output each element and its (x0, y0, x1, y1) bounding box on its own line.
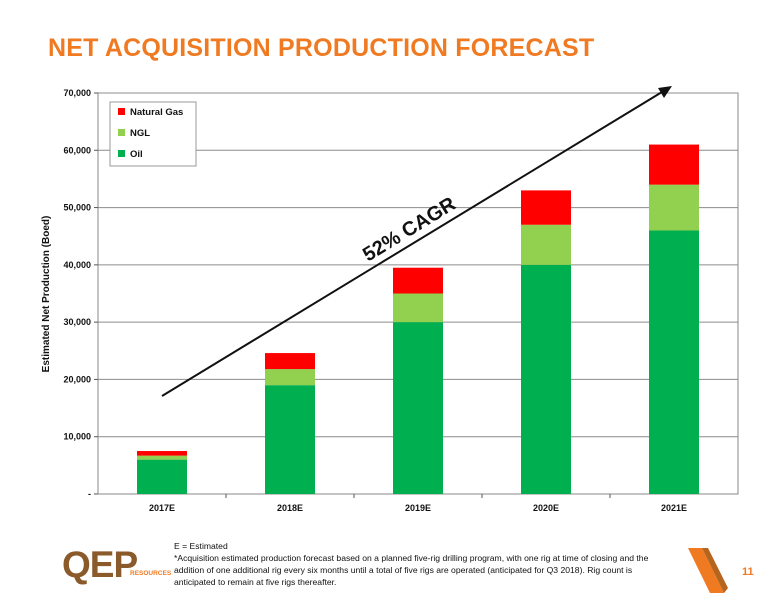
x-tick-label: 2018E (277, 503, 303, 513)
bars-layer (137, 144, 699, 494)
bar-oil (137, 459, 187, 494)
axis-layer: - 10,000 20,000 30,000 40,000 50,000 60,000 70,… (63, 88, 687, 513)
bar-ngl (265, 369, 315, 386)
legend-swatch (118, 150, 125, 157)
bar-ngl (649, 184, 699, 231)
y-tick-label: 70,000 (63, 88, 91, 98)
y-axis-label: Estimated Net Production (Boed) (41, 216, 52, 373)
y-tick-label: 40,000 (63, 260, 91, 270)
footnotes: E = Estimated *Acquisition estimated pro… (174, 540, 674, 588)
page-number: 11 (742, 566, 754, 578)
bar-oil (521, 264, 571, 494)
cagr-arrow-line (161, 91, 663, 397)
x-tick-label: 2020E (533, 503, 559, 513)
x-tick-label: 2021E (661, 503, 687, 513)
bar-ngl (393, 293, 443, 323)
bar-natural-gas (521, 190, 571, 225)
footnote-estimated: E = Estimated (174, 541, 228, 551)
legend-swatch (118, 129, 125, 136)
bar-natural-gas (393, 267, 443, 294)
bar-ngl (521, 224, 571, 265)
logo-subtitle: RESOURCES (130, 570, 172, 577)
y-tick-label: 60,000 (63, 145, 91, 155)
footnote-acquisition: *Acquisition estimated production foreca… (174, 553, 649, 587)
bar-natural-gas (649, 144, 699, 185)
legend-label: Oil (130, 149, 143, 160)
bar-oil (265, 385, 315, 494)
x-tick-label: 2019E (405, 503, 431, 513)
y-tick-label: 30,000 (63, 317, 91, 327)
bar-natural-gas (137, 451, 187, 456)
bar-natural-gas (265, 353, 315, 370)
legend-swatch (118, 108, 125, 115)
bar-oil (649, 230, 699, 494)
legend-label: Natural Gas (130, 107, 183, 118)
page-title: NET ACQUISITION PRODUCTION FORECAST (48, 34, 595, 62)
logo-letters: QEP (62, 544, 138, 585)
chevron-logo-icon (688, 548, 728, 593)
legend: Natural Gas NGL Oil (109, 101, 197, 167)
bar-oil (393, 322, 443, 494)
grid-layer (97, 92, 739, 495)
bar-ngl (137, 455, 187, 460)
legend-label: NGL (130, 128, 150, 139)
y-tick-label: 20,000 (63, 374, 91, 384)
y-tick-label: - (88, 489, 91, 499)
cagr-arrow-head (658, 86, 672, 98)
y-tick-label: 10,000 (63, 432, 91, 442)
x-tick-label: 2017E (149, 503, 175, 513)
company-logo: QEP RESOURCES (62, 545, 172, 585)
y-tick-label: 50,000 (63, 203, 91, 213)
cagr-label: 52% CAGR (359, 193, 460, 267)
